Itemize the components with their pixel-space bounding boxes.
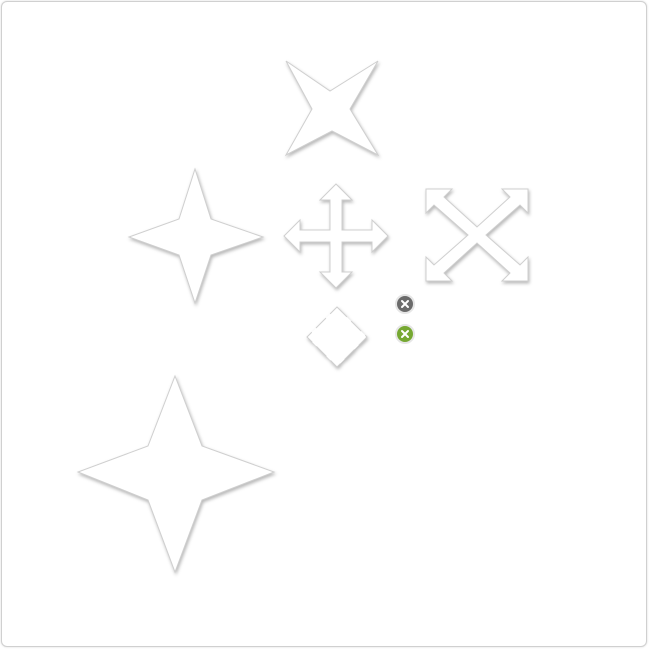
diagonal-expand-arrows-icon[interactable] — [422, 185, 532, 285]
close-icon — [401, 330, 409, 338]
close-button-gray[interactable] — [395, 294, 415, 314]
four-point-star-x-icon[interactable] — [282, 57, 386, 161]
close-button-green[interactable] — [395, 324, 415, 344]
diamond-dashed-icon[interactable] — [304, 304, 370, 370]
four-point-star-large-icon[interactable] — [76, 374, 276, 576]
four-point-star-small-icon[interactable] — [127, 167, 267, 307]
close-icon — [401, 300, 409, 308]
four-way-arrow-move-icon[interactable] — [282, 182, 390, 290]
